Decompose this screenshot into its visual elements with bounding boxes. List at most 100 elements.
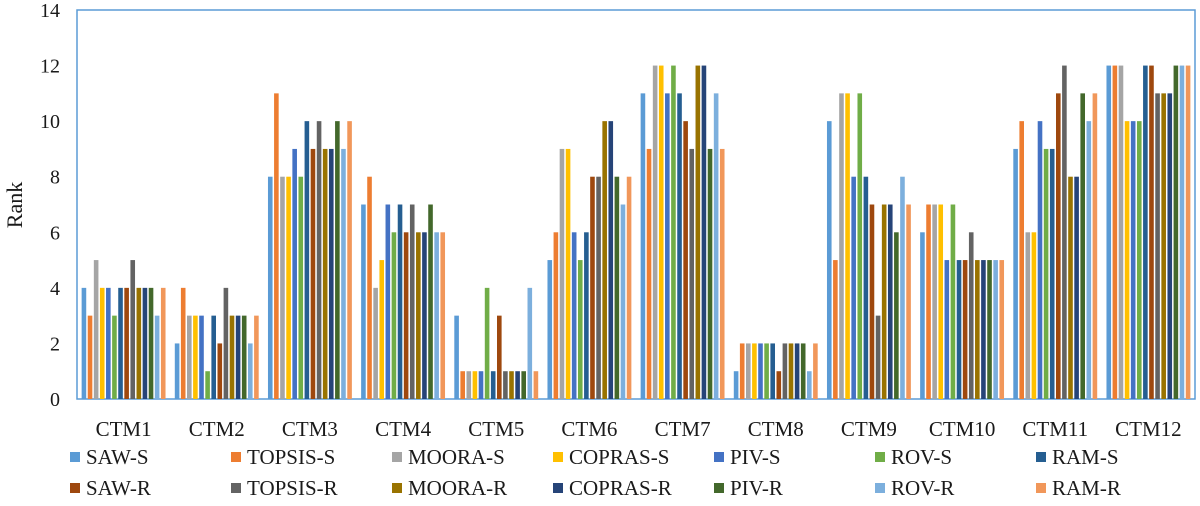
bar-rov-r-ctm7: [713, 93, 719, 400]
legend-label: ROV-R: [891, 476, 954, 500]
legend-swatch: [70, 483, 80, 493]
y-axis-title: Rank: [2, 182, 27, 228]
bar-moora-s-ctm11: [1025, 232, 1031, 399]
x-category-label: CTM4: [375, 417, 432, 441]
legend-swatch: [553, 452, 563, 462]
bar-rov-r-ctm12: [1179, 65, 1185, 399]
bar-copras-r-ctm4: [422, 232, 427, 399]
bar-moora-s-ctm6: [559, 148, 565, 399]
bar-topsis-r-ctm10: [968, 232, 974, 399]
bar-moora-s-ctm8: [746, 343, 751, 399]
bar-ram-s-ctm6: [584, 232, 589, 399]
bar-rov-r-ctm6: [620, 204, 626, 399]
bar-moora-r-ctm4: [416, 232, 421, 399]
legend-swatch: [1036, 452, 1046, 462]
legend-swatch: [1036, 483, 1046, 493]
bar-topsis-s-ctm8: [739, 343, 745, 399]
bar-moora-r-ctm8: [788, 343, 794, 399]
bar-moora-r-ctm7: [695, 65, 701, 399]
plot-area: [76, 9, 1196, 400]
x-category-label: CTM9: [841, 417, 897, 441]
bar-copras-r-ctm1: [142, 287, 148, 399]
bar-topsis-r-ctm7: [689, 148, 695, 399]
bar-moora-r-ctm12: [1161, 93, 1166, 400]
bar-moora-s-ctm10: [932, 204, 937, 399]
bar-rov-r-ctm2: [248, 343, 253, 399]
bar-rov-r-ctm11: [1086, 121, 1092, 399]
legend-label: RAM-R: [1052, 476, 1121, 500]
legend-label: MOORA-R: [408, 476, 507, 500]
y-tick-label: 8: [50, 167, 60, 189]
bar-ram-r-ctm10: [999, 260, 1005, 399]
bar-saw-s-ctm9: [826, 121, 832, 399]
bar-moora-r-ctm10: [975, 260, 980, 399]
bar-moora-r-ctm1: [136, 287, 142, 399]
bar-rov-s-ctm8: [764, 343, 769, 399]
bar-rov-r-ctm1: [154, 315, 160, 399]
x-category-label: CTM7: [655, 417, 711, 441]
legend-label: RAM-S: [1052, 445, 1119, 469]
bar-copras-r-ctm2: [235, 315, 241, 399]
x-category-label: CTM1: [96, 417, 152, 441]
bar-ram-s-ctm1: [118, 287, 123, 399]
legend-swatch: [714, 452, 724, 462]
bar-copras-s-ctm8: [752, 343, 757, 399]
bar-copras-r-ctm6: [608, 121, 614, 399]
bar-ram-s-ctm12: [1143, 65, 1148, 399]
bar-copras-r-ctm7: [701, 65, 707, 399]
bar-piv-s-ctm11: [1037, 121, 1043, 399]
bar-saw-r-ctm5: [497, 315, 502, 399]
bar-copras-r-ctm8: [794, 343, 800, 399]
bar-ram-r-ctm9: [906, 204, 911, 399]
x-category-label: CTM8: [748, 417, 804, 441]
bar-rov-s-ctm3: [298, 176, 304, 399]
bar-topsis-s-ctm11: [1019, 121, 1024, 399]
bar-ram-r-ctm12: [1185, 65, 1191, 399]
legend-swatch: [70, 452, 80, 462]
bar-saw-s-ctm6: [547, 260, 553, 399]
bar-ram-s-ctm2: [211, 315, 216, 399]
bar-saw-s-ctm2: [174, 343, 180, 399]
bar-copras-r-ctm3: [328, 148, 334, 399]
bar-saw-s-ctm11: [1013, 148, 1018, 399]
bar-saw-r-ctm9: [869, 204, 875, 399]
bar-topsis-r-ctm1: [130, 260, 136, 399]
bar-rov-s-ctm7: [671, 65, 676, 399]
bar-ram-s-ctm4: [397, 204, 403, 399]
legend-label: SAW-S: [86, 445, 149, 469]
bar-rov-s-ctm10: [950, 204, 956, 399]
bar-ram-s-ctm11: [1049, 148, 1055, 399]
bar-piv-s-ctm3: [292, 148, 297, 399]
bar-moora-s-ctm1: [93, 260, 99, 399]
bar-moora-r-ctm9: [881, 204, 887, 399]
bar-topsis-r-ctm11: [1062, 65, 1067, 399]
bar-moora-s-ctm4: [373, 287, 378, 399]
x-category-label: CTM2: [189, 417, 245, 441]
x-category-label: CTM3: [282, 417, 338, 441]
legend-swatch: [875, 452, 885, 462]
bar-topsis-r-ctm8: [782, 343, 788, 399]
bar-topsis-s-ctm12: [1112, 65, 1118, 399]
legend-label: ROV-S: [891, 445, 952, 469]
bar-moora-s-ctm12: [1118, 65, 1124, 399]
bar-topsis-s-ctm1: [87, 315, 93, 399]
bar-moora-s-ctm5: [466, 371, 472, 399]
bar-piv-s-ctm9: [851, 176, 856, 399]
bar-piv-r-ctm9: [894, 232, 899, 399]
bar-rov-r-ctm8: [807, 371, 812, 399]
x-category-label: CTM6: [561, 417, 617, 441]
bar-rov-r-ctm10: [993, 260, 998, 399]
bar-moora-s-ctm2: [187, 315, 192, 399]
x-category-label: CTM12: [1115, 417, 1182, 441]
x-category-label: CTM10: [929, 417, 996, 441]
bar-piv-r-ctm5: [521, 371, 526, 399]
bar-copras-s-ctm10: [938, 204, 944, 399]
bar-rov-s-ctm6: [577, 260, 583, 399]
bar-saw-s-ctm12: [1106, 65, 1112, 399]
bar-ram-r-ctm8: [813, 343, 818, 399]
bar-rov-s-ctm11: [1043, 148, 1049, 399]
bar-copras-s-ctm4: [379, 260, 385, 399]
bar-topsis-s-ctm4: [367, 176, 372, 399]
x-category-label: CTM11: [1022, 417, 1088, 441]
